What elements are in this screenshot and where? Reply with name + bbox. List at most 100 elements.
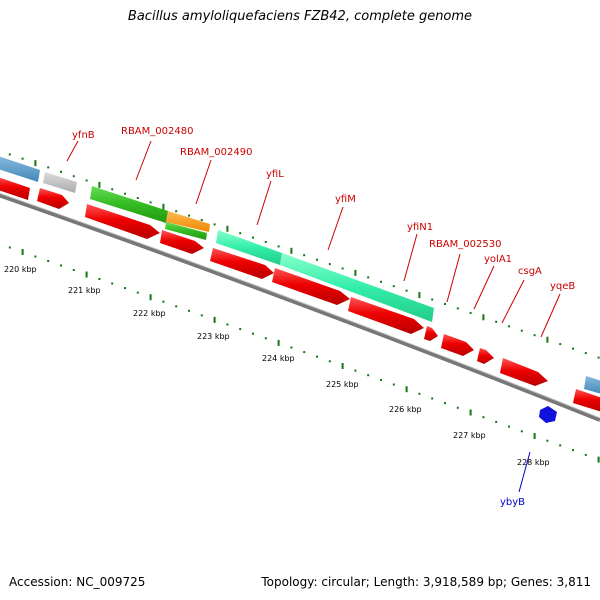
gene-arrow[interactable] bbox=[348, 297, 424, 334]
gene-arrow[interactable] bbox=[477, 348, 494, 364]
minor-tick bbox=[98, 278, 101, 280]
gene-block-orange[interactable] bbox=[166, 211, 210, 232]
ruler-label-220: 220 kbp bbox=[4, 265, 37, 274]
gene-label-RBAM_002490[interactable]: RBAM_002490 bbox=[180, 147, 252, 158]
gene-arrow-reverse[interactable] bbox=[539, 406, 557, 423]
minor-tick bbox=[456, 307, 459, 310]
minor-tick bbox=[34, 255, 37, 258]
major-tick bbox=[546, 336, 549, 343]
minor-tick bbox=[597, 356, 600, 359]
gene-arrow[interactable] bbox=[37, 188, 69, 209]
minor-tick bbox=[21, 157, 24, 160]
gene-arrow[interactable] bbox=[441, 334, 474, 356]
upper-tick-row bbox=[8, 153, 600, 359]
gene-block-green-lower[interactable] bbox=[165, 222, 207, 240]
minor-tick bbox=[367, 374, 370, 377]
minor-tick bbox=[60, 170, 62, 173]
gene-label-yfnB[interactable]: yfnB bbox=[72, 130, 95, 141]
ruler-label-223: 223 kbp bbox=[197, 332, 230, 341]
minor-tick bbox=[277, 245, 280, 248]
gene-label-RBAM_002530[interactable]: RBAM_002530 bbox=[429, 239, 501, 250]
minor-tick bbox=[8, 153, 11, 156]
minor-tick bbox=[508, 425, 510, 428]
ruler-label-228: 228 kbp bbox=[517, 458, 550, 467]
gene-label-yfiM[interactable]: yfiM bbox=[335, 194, 356, 205]
genome-title: Bacillus amyloliquefaciens FZB42, comple… bbox=[127, 9, 473, 24]
gene-arrow[interactable] bbox=[160, 230, 204, 254]
minor-tick bbox=[200, 314, 203, 317]
major-tick bbox=[533, 433, 536, 439]
gene-arrow[interactable] bbox=[500, 358, 548, 386]
major-tick bbox=[21, 249, 24, 255]
gene-arrow[interactable] bbox=[85, 204, 160, 239]
gene-arrow[interactable] bbox=[0, 176, 30, 200]
minor-tick bbox=[456, 406, 459, 409]
minor-tick bbox=[200, 219, 203, 221]
minor-tick bbox=[188, 309, 190, 312]
ruler-label-226: 226 kbp bbox=[389, 405, 422, 414]
minor-tick bbox=[546, 439, 549, 442]
gene-block-blue-left[interactable] bbox=[0, 155, 40, 182]
feature-track-forward bbox=[0, 176, 600, 412]
minor-tick bbox=[431, 397, 434, 400]
gene-block-blue-right[interactable] bbox=[584, 376, 600, 394]
minor-tick bbox=[124, 287, 126, 290]
gene-label-ybyB[interactable]: ybyB bbox=[500, 497, 525, 508]
minor-tick bbox=[111, 188, 114, 191]
gene-arrow[interactable] bbox=[272, 268, 350, 305]
minor-tick bbox=[175, 305, 178, 308]
minor-tick bbox=[264, 337, 267, 340]
gene-arrow[interactable] bbox=[573, 389, 600, 412]
minor-tick bbox=[303, 254, 306, 257]
major-tick bbox=[162, 203, 165, 210]
minor-tick bbox=[111, 282, 114, 285]
gene-label-csgA[interactable]: csgA bbox=[518, 266, 542, 277]
gene-arrow[interactable] bbox=[210, 248, 274, 279]
gene-label-yfiL[interactable]: yfiL bbox=[266, 169, 284, 180]
major-tick bbox=[149, 294, 152, 301]
minor-tick bbox=[431, 298, 434, 301]
gene-label-leaders bbox=[66, 140, 561, 493]
gene-block-green[interactable] bbox=[90, 186, 168, 223]
major-tick bbox=[354, 269, 357, 276]
gene-arrow[interactable] bbox=[424, 326, 438, 341]
minor-tick bbox=[341, 267, 344, 270]
major-tick bbox=[341, 363, 344, 369]
minor-tick bbox=[572, 449, 574, 452]
minor-tick bbox=[380, 280, 382, 283]
major-tick bbox=[98, 181, 101, 188]
feature-track-upper bbox=[0, 155, 600, 394]
gene-label-yolA1[interactable]: yolA1 bbox=[484, 254, 512, 265]
minor-tick bbox=[85, 179, 88, 182]
minor-tick bbox=[533, 334, 536, 337]
minor-tick bbox=[47, 260, 50, 262]
minor-tick bbox=[264, 241, 267, 243]
minor-tick bbox=[252, 332, 254, 335]
gene-block-teal-2[interactable] bbox=[280, 253, 434, 322]
minor-tick bbox=[136, 197, 139, 199]
minor-tick bbox=[162, 300, 165, 303]
minor-tick bbox=[584, 352, 587, 355]
minor-tick bbox=[469, 311, 472, 314]
minor-tick bbox=[354, 369, 357, 372]
minor-tick bbox=[559, 343, 562, 346]
ruler-label-224: 224 kbp bbox=[262, 354, 295, 363]
minor-tick bbox=[149, 201, 152, 204]
minor-tick bbox=[482, 416, 485, 419]
minor-tick bbox=[392, 285, 395, 288]
gene-label-yqeB[interactable]: yqeB bbox=[550, 281, 575, 292]
gene-label-yfiN1[interactable]: yfiN1 bbox=[407, 222, 433, 233]
gene-block-teal-1[interactable] bbox=[216, 230, 282, 265]
minor-tick bbox=[495, 320, 498, 323]
gene-label-RBAM_002480[interactable]: RBAM_002480 bbox=[121, 126, 193, 137]
minor-tick bbox=[303, 351, 306, 354]
ruler-label-221: 221 kbp bbox=[68, 286, 101, 295]
major-tick bbox=[34, 160, 37, 167]
minor-tick bbox=[188, 214, 190, 217]
gene-block-grey[interactable] bbox=[43, 172, 77, 193]
minor-tick bbox=[239, 232, 242, 235]
major-tick bbox=[277, 339, 280, 346]
minor-tick bbox=[584, 453, 587, 456]
minor-tick bbox=[328, 263, 331, 266]
